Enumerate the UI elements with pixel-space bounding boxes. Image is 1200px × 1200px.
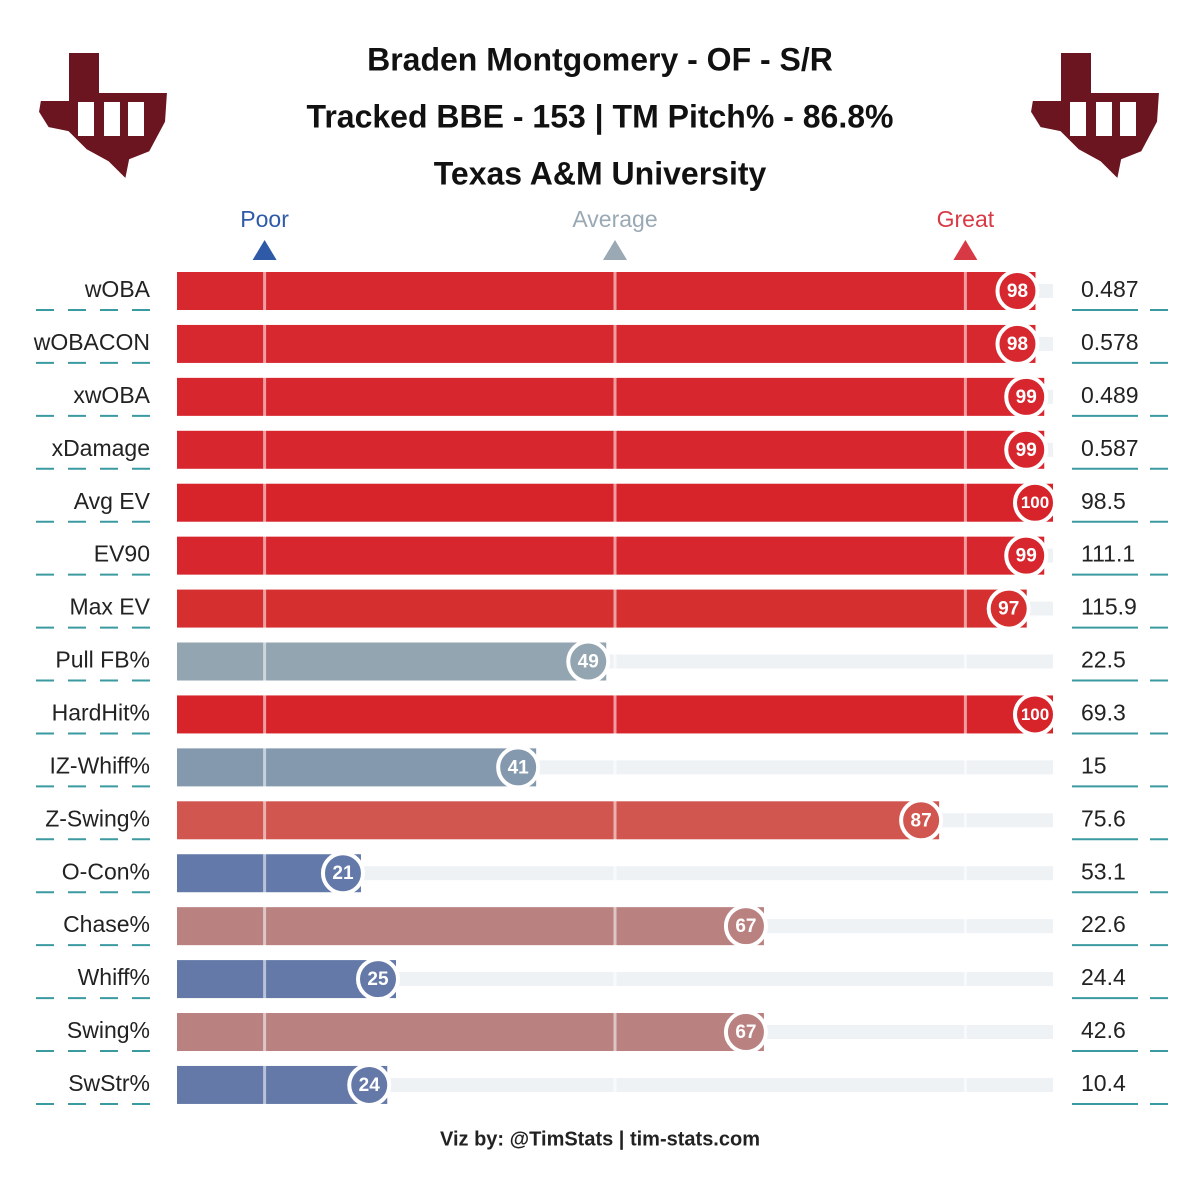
bar — [177, 536, 1045, 575]
percentile-bubble — [986, 586, 1031, 631]
percentile-label: 25 — [367, 969, 389, 990]
percentile-label: 100 — [1021, 493, 1049, 512]
raw-value: 115.9 — [1081, 594, 1137, 620]
raw-value: 15 — [1081, 752, 1107, 778]
percentile-label: 24 — [359, 1075, 381, 1096]
logo-left — [36, 51, 170, 183]
raw-value: 42.6 — [1081, 1017, 1126, 1043]
metric-label: O-Con% — [62, 858, 150, 884]
bar — [177, 377, 1045, 416]
percentile-bubble — [1004, 533, 1049, 578]
marker-label: Great — [937, 206, 995, 232]
footer: Viz by: @TimStats | tim-stats.com — [440, 1128, 760, 1150]
metric-label: Max EV — [69, 594, 150, 620]
bar — [177, 430, 1045, 469]
metric-label: SwStr% — [68, 1070, 150, 1096]
title-line: Tracked BBE - 153 | TM Pitch% - 86.8% — [307, 98, 894, 134]
raw-value: 53.1 — [1081, 858, 1126, 884]
metric-label: EV90 — [94, 541, 150, 567]
percentile-bubble — [1013, 692, 1057, 737]
percentile-label: 21 — [332, 863, 354, 884]
percentile-bubble — [723, 1010, 768, 1055]
bar — [177, 907, 764, 946]
percentile-label: 98 — [1007, 334, 1028, 355]
raw-value: 24.4 — [1081, 964, 1126, 990]
marker-triangle — [953, 240, 978, 260]
metric-label: wOBACON — [33, 329, 150, 355]
percentile-bubble — [347, 1062, 392, 1107]
metric-label: Whiff% — [78, 964, 150, 990]
percentile-label: 41 — [508, 757, 530, 778]
percentile-label: 99 — [1016, 387, 1037, 408]
percentile-label: 99 — [1016, 440, 1037, 461]
marker-label: Average — [572, 206, 657, 232]
logo-right — [1028, 51, 1162, 183]
title-line: Braden Montgomery - OF - S/R — [367, 41, 833, 77]
raw-value: 111.1 — [1081, 541, 1135, 567]
percentile-label: 100 — [1021, 705, 1049, 724]
percentile-bubble — [995, 269, 1040, 313]
bar — [177, 1013, 764, 1052]
metric-label: Avg EV — [74, 488, 151, 514]
raw-value: 75.6 — [1081, 805, 1126, 831]
percentile-bubble — [723, 904, 768, 949]
percentile-label: 99 — [1016, 546, 1037, 567]
percentile-bubble — [899, 798, 944, 843]
raw-value: 0.587 — [1081, 435, 1139, 461]
marker-triangle — [603, 240, 627, 260]
raw-value: 0.578 — [1081, 329, 1139, 355]
raw-value: 98.5 — [1081, 488, 1126, 514]
percentile-bubble — [1013, 480, 1057, 525]
metric-label: Z-Swing% — [45, 805, 150, 831]
metric-label: Swing% — [67, 1017, 150, 1043]
metric-label: HardHit% — [52, 700, 150, 726]
title-line: Texas A&M University — [434, 155, 767, 191]
metric-label: xwOBA — [73, 382, 150, 408]
raw-value: 10.4 — [1081, 1070, 1126, 1096]
metric-label: Pull FB% — [55, 647, 150, 673]
percentile-bubble — [320, 851, 365, 896]
percentile-bubble — [1004, 374, 1049, 419]
percentile-label: 67 — [735, 1022, 756, 1043]
percentile-label: 49 — [578, 652, 599, 673]
marker-label: Poor — [240, 206, 289, 232]
percentile-label: 97 — [998, 599, 1019, 620]
marker-triangle — [252, 240, 277, 260]
percentile-label: 87 — [911, 810, 932, 831]
bar — [177, 589, 1027, 628]
bar — [177, 801, 940, 840]
metric-label: wOBA — [84, 276, 151, 302]
raw-value: 69.3 — [1081, 700, 1126, 726]
bar — [177, 748, 537, 787]
percentile-bubble — [566, 639, 611, 684]
percentile-bubble — [995, 321, 1040, 366]
raw-value: 22.6 — [1081, 911, 1126, 937]
raw-value: 0.489 — [1081, 382, 1139, 408]
metric-label: xDamage — [52, 435, 150, 461]
bar — [177, 642, 607, 681]
bar — [177, 324, 1036, 363]
raw-value: 22.5 — [1081, 647, 1126, 673]
bar — [177, 272, 1036, 310]
percentile-bubble — [1004, 427, 1049, 472]
metric-label: Chase% — [63, 911, 150, 937]
percentile-bubble — [496, 745, 541, 790]
raw-value: 0.487 — [1081, 276, 1139, 302]
percentile-bubble — [356, 957, 400, 1002]
metric-label: IZ-Whiff% — [49, 752, 150, 778]
percentile-label: 67 — [735, 916, 756, 937]
percentile-label: 98 — [1007, 281, 1028, 302]
